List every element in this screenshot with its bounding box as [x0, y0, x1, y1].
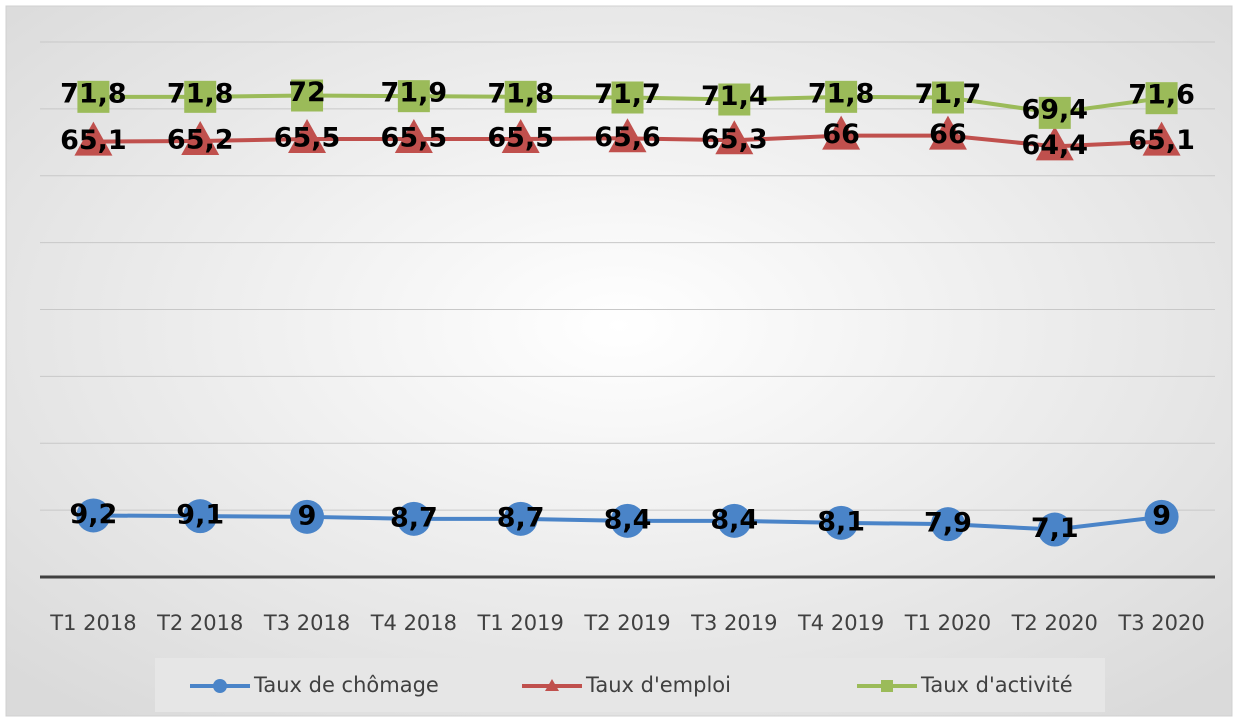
data-label: 69,4: [1021, 94, 1088, 125]
x-tick-label: T2 2018: [156, 611, 243, 635]
legend-label: Taux d'emploi: [585, 673, 731, 697]
marker: [610, 503, 645, 538]
legend-marker: [213, 679, 227, 693]
data-label: 71,8: [60, 78, 127, 109]
data-label: 65,1: [1128, 125, 1195, 156]
marker: [930, 507, 965, 542]
x-tick-label: T3 2018: [263, 611, 350, 635]
marker: [608, 118, 647, 153]
marker: [288, 118, 327, 153]
data-label: 66: [929, 119, 967, 150]
data-label: 9: [298, 500, 317, 531]
marker: [394, 118, 433, 153]
marker: [501, 118, 540, 153]
data-label: 9: [1152, 500, 1171, 531]
data-label: 64,4: [1021, 130, 1088, 161]
x-tick-label: T3 2019: [690, 611, 777, 635]
data-label: 71,8: [808, 78, 875, 109]
data-label: 65,1: [60, 125, 127, 156]
marker: [184, 80, 217, 113]
data-label: 66: [822, 119, 860, 150]
data-label: 71,7: [594, 79, 661, 110]
marker: [396, 501, 431, 536]
data-label: 65,5: [381, 122, 448, 153]
marker: [931, 81, 964, 114]
marker: [715, 120, 754, 155]
data-label: 9,1: [176, 500, 224, 531]
marker: [1142, 121, 1181, 156]
data-label: 65,3: [701, 124, 768, 155]
x-tick-label: T1 2019: [477, 611, 564, 635]
data-label: 8,7: [497, 502, 545, 533]
marker: [1038, 96, 1071, 129]
data-label: 65,2: [167, 124, 234, 155]
marker: [1145, 82, 1178, 115]
data-label: 9,2: [69, 499, 117, 530]
data-label: 72: [288, 77, 326, 108]
legend-label: Taux de chômage: [253, 673, 439, 697]
data-label: 7,9: [924, 508, 972, 539]
marker: [824, 505, 859, 540]
marker: [290, 499, 325, 534]
marker: [611, 81, 644, 114]
legend-box: [155, 658, 1105, 712]
marker: [504, 80, 537, 113]
legend-marker: [881, 680, 893, 692]
marker: [76, 498, 111, 533]
data-label: 71,9: [381, 78, 448, 109]
legend-label: Taux d'activité: [920, 673, 1073, 697]
marker: [822, 115, 861, 150]
data-label: 71,6: [1128, 80, 1195, 111]
x-tick-label: T2 2020: [1011, 611, 1098, 635]
marker: [928, 115, 967, 150]
x-tick-label: T4 2018: [370, 611, 457, 635]
legend-marker: [545, 679, 559, 691]
data-label: 8,4: [604, 504, 652, 535]
marker: [181, 120, 220, 155]
marker: [825, 80, 858, 113]
x-tick-label: T2 2019: [583, 611, 670, 635]
data-label: 65,5: [487, 122, 554, 153]
data-label: 8,7: [390, 502, 438, 533]
data-label: 65,5: [274, 122, 341, 153]
marker: [718, 83, 751, 116]
data-label: 7,1: [1031, 513, 1079, 544]
x-tick-label: T4 2019: [797, 611, 884, 635]
marker: [1144, 499, 1179, 534]
data-label: 71,4: [701, 81, 768, 112]
marker: [183, 499, 218, 534]
data-label: 65,6: [594, 122, 661, 153]
x-tick-label: T3 2020: [1117, 611, 1204, 635]
marker: [1035, 126, 1074, 161]
data-label: 71,7: [915, 79, 982, 110]
data-label: 8,4: [710, 504, 758, 535]
marker: [717, 503, 752, 538]
data-label: 71,8: [167, 78, 234, 109]
marker: [74, 121, 113, 156]
marker: [291, 79, 324, 112]
marker: [77, 80, 110, 113]
x-tick-label: T1 2018: [49, 611, 136, 635]
marker: [503, 501, 538, 536]
chart-area: [5, 5, 1233, 717]
x-tick-label: T1 2020: [904, 611, 991, 635]
marker: [397, 80, 430, 113]
data-label: 71,8: [487, 78, 554, 109]
marker: [1037, 512, 1072, 547]
data-label: 8,1: [817, 506, 865, 537]
